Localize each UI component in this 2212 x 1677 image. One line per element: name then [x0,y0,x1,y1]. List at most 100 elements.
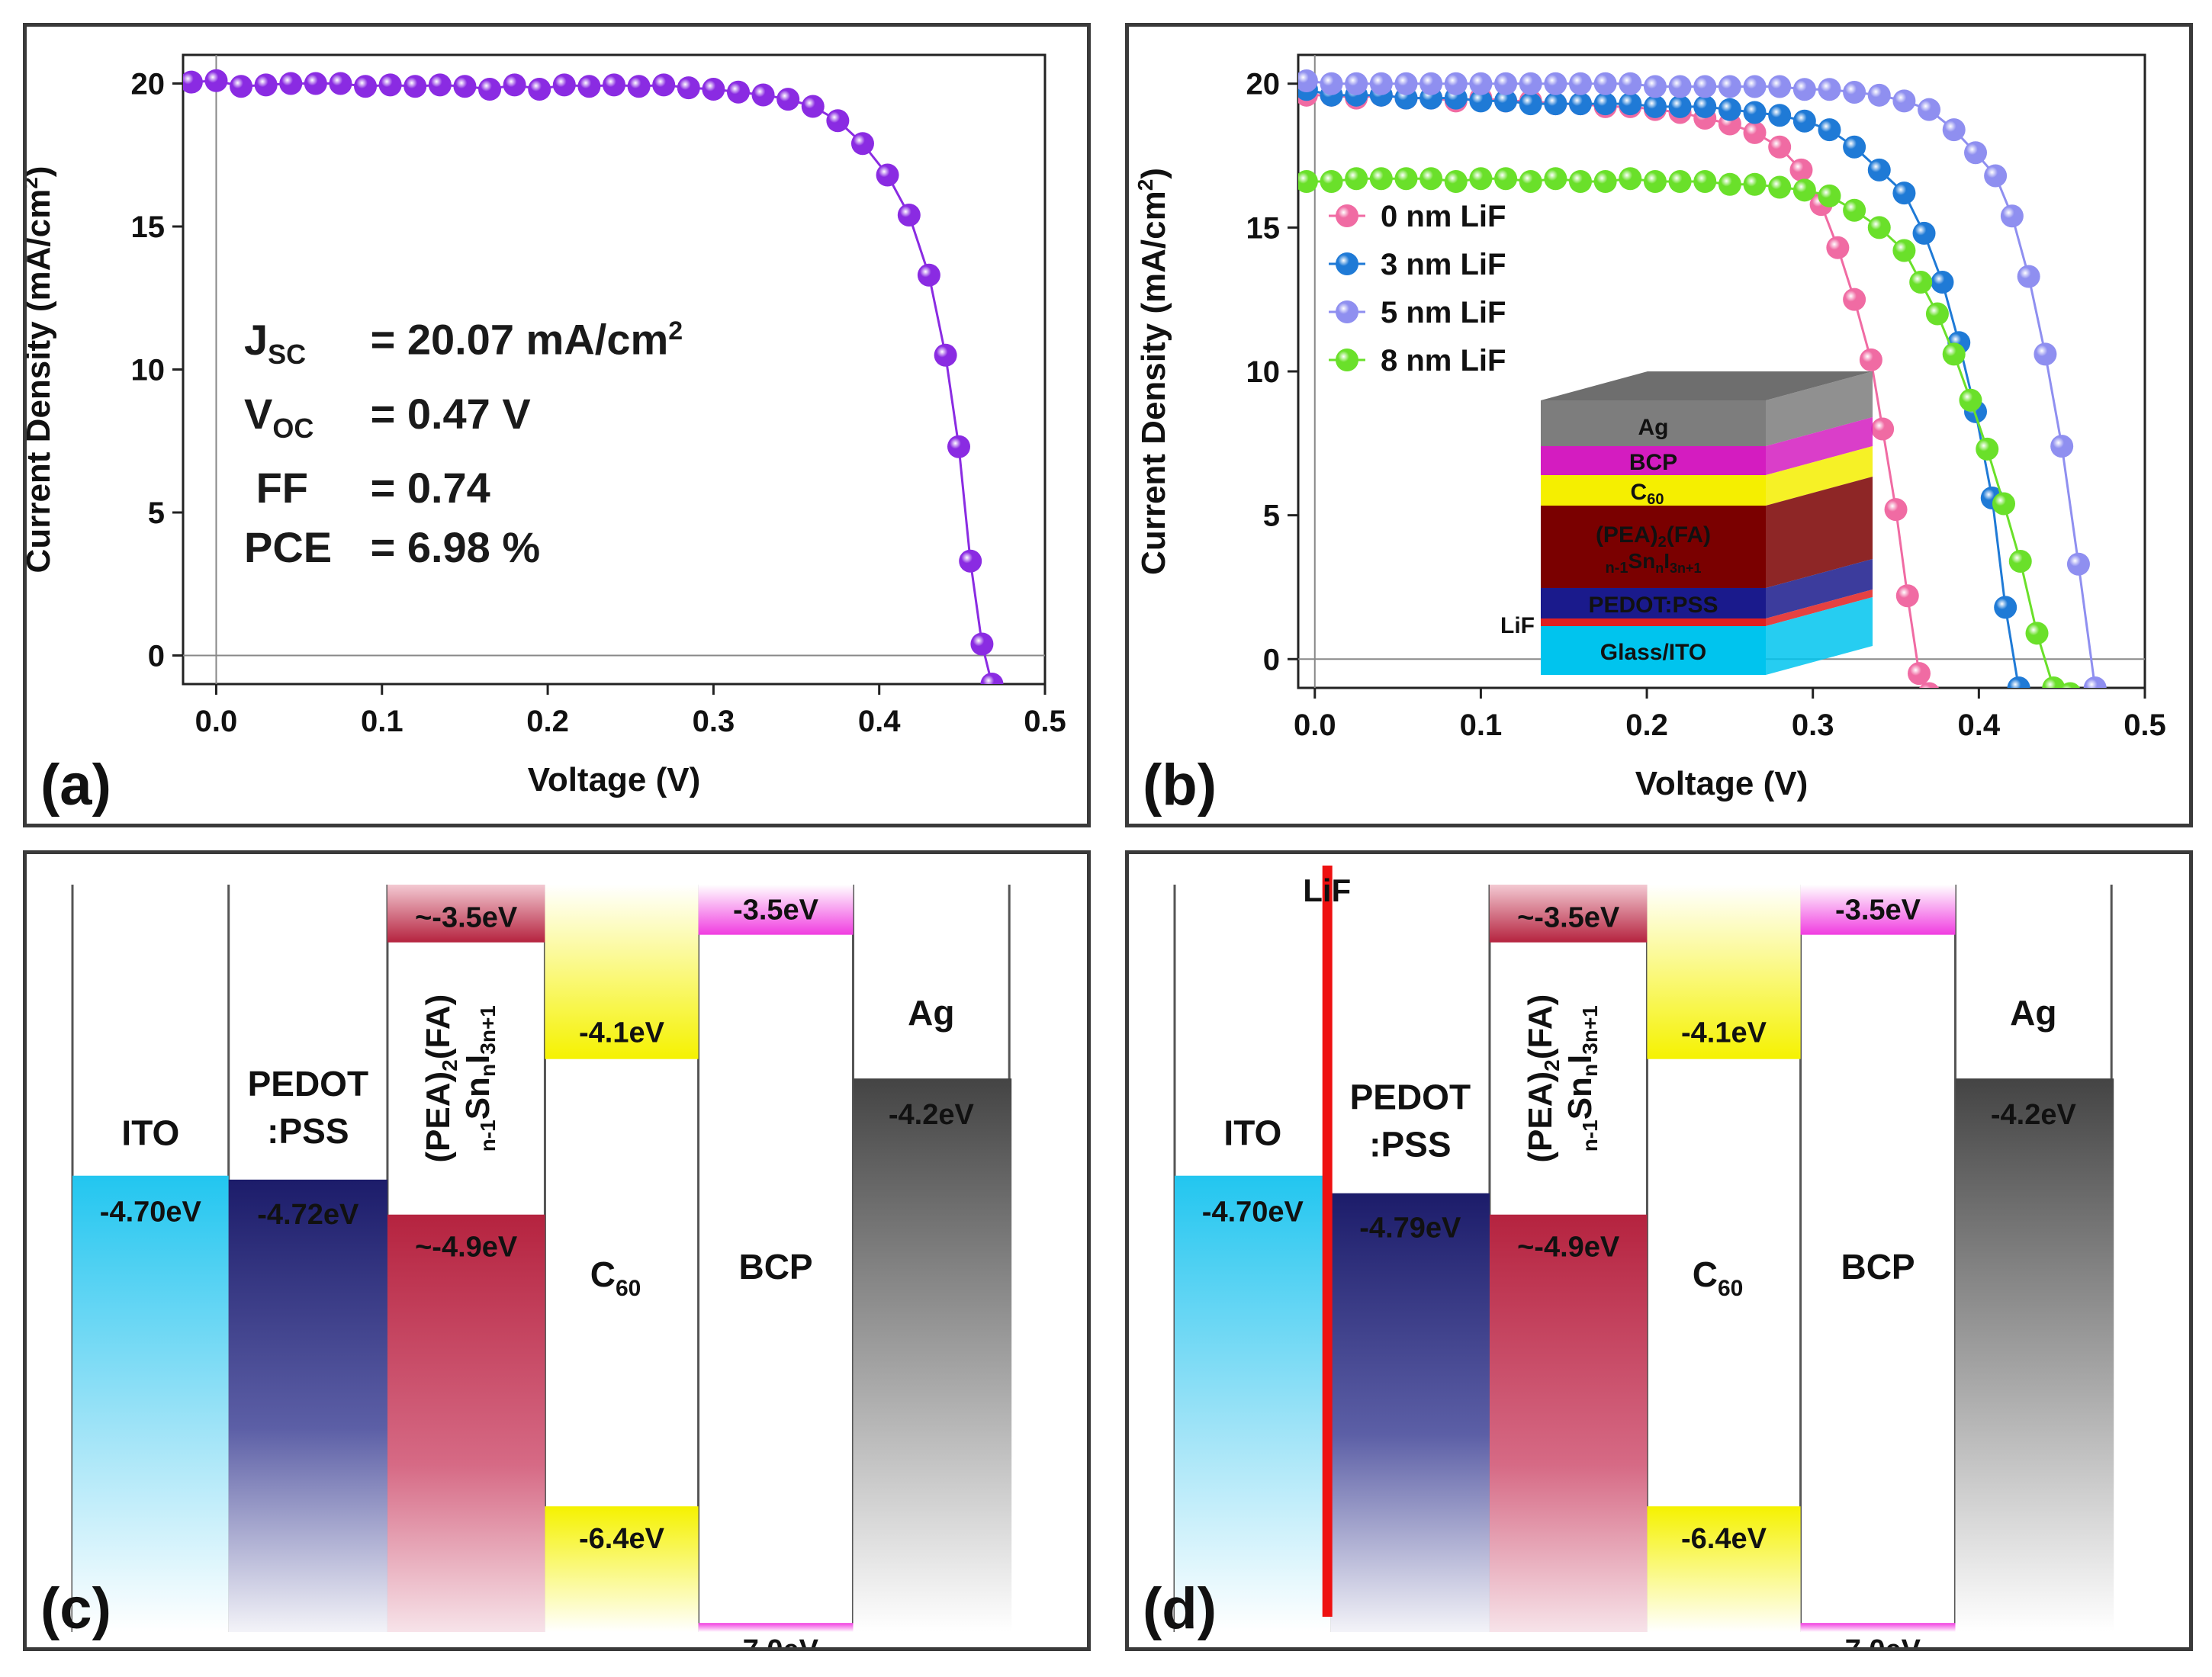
x-axis-label: Voltage (V) [1635,765,1809,802]
data-point [1519,72,1542,95]
label-lif: LiF [1303,872,1351,908]
data-point [1959,388,1982,412]
lif-layer-line [1322,866,1333,1617]
data-point [876,163,899,187]
metric-ff: FF = 0.74 [256,464,490,512]
label-ag: Ag [908,993,954,1033]
data-point [1619,72,1642,95]
data-point [751,83,775,107]
data-point [528,78,551,101]
value-bcp-bottom: -7.0eV [1835,1634,1921,1647]
panel-letter-c: (c) [40,1576,111,1641]
data-point [1444,72,1468,95]
data-point [453,75,477,98]
data-point [1931,271,1954,294]
data-point [1895,584,1919,608]
data-point [1619,167,1642,191]
data-point [1369,72,1393,95]
data-point [1693,95,1717,118]
inset-label-perovskite-1: (PEA)2(FA) [1596,522,1711,551]
band-perovskite-lumo [1489,885,1648,943]
data-point [2083,676,2107,688]
chart-b-svg: 0.0 0.1 0.2 0.3 0.4 0.5 0 5 10 15 20 Voltage (V) Cur… [1133,53,2166,802]
data-point [1668,95,1692,118]
data-point [1593,170,1617,193]
data-point [1912,221,1936,245]
label-perovskite-2: n-1SnnI3n+1 [459,1005,500,1152]
value-bcp-top: -3.5eV [733,895,819,927]
band-c60-lumo [545,885,699,1059]
band-ag [1955,1078,2114,1632]
data-point [1394,167,1418,191]
band-c60-homo [1647,1506,1801,1632]
x-tick-label: 0.3 [693,705,735,738]
data-point [1519,92,1542,116]
value-bcp-bottom: -7.0eV [733,1634,819,1647]
label-bcp: BCP [1841,1247,1915,1287]
band-ito [72,1175,229,1632]
value-perovskite-top: ~-3.5eV [415,902,518,934]
data-point [1768,75,1792,98]
chart-a-svg: 0.0 0.1 0.2 0.3 0.4 0.5 0 5 10 15 20 Voltage (V) Cur… [27,53,1066,798]
data-point [2042,676,2066,688]
panel-c-band-diagram: ITO -4.70eV PEDOT:PSS -4.72eV ~-3.5eV ~-4.9eV… [23,850,1091,1651]
data-point [627,75,651,98]
data-point [403,75,427,98]
data-point [801,95,825,118]
data-point [1743,75,1767,98]
value-pedot: -4.72eV [257,1199,359,1231]
value-perovskite-top: ~-3.5eV [1517,902,1620,934]
data-point [2050,435,2074,458]
x-axis-label: Voltage (V) [528,761,701,798]
data-point [1942,342,1966,366]
label-pedot-2: :PSS [267,1111,349,1151]
panel-b-jv-curves-lif: 0.0 0.1 0.2 0.3 0.4 0.5 0 5 10 15 20 Voltage (V) Cur… [1125,23,2193,827]
y-tick-label: 5 [148,496,165,530]
data-point [1859,348,1882,371]
data-point [1298,69,1318,92]
y-tick-label: 0 [1263,643,1280,676]
data-point [1843,288,1866,311]
layer-side-glass-ito [1766,597,1873,675]
data-point [1908,662,1931,686]
value-ag: -4.2eV [1991,1099,2077,1131]
panel-d-band-diagram-lif: ITO -4.70eV PEDOT:PSS -4.79eV ~-3.5eV ~-4.9eV… [1125,850,2193,1651]
y-tick-label: 10 [1246,355,1281,389]
value-pedot: -4.79eV [1359,1213,1461,1245]
series-5-nm-lif [1298,69,2107,688]
data-point [1934,699,1957,722]
data-point [1926,691,1949,714]
data-point [1668,75,1692,98]
label-perovskite: (PEA)2(FA) [420,994,461,1163]
y-tick-label: 10 [131,354,166,387]
data-point [1792,109,1816,133]
data-point [552,73,576,97]
data-point [1519,170,1542,193]
data-point [1843,198,1866,222]
data-point [1544,92,1567,116]
label-ito: ITO [121,1113,179,1153]
data-point [1643,170,1667,193]
label-perovskite-2: n-1SnnI3n+1 [1561,1005,1602,1152]
inset-label-perovskite-2: n-1SnnI3n+1 [1605,549,1701,577]
band-perovskite-lumo [387,885,545,943]
label-c60: C60 [1693,1255,1744,1301]
value-perovskite-bottom: ~-4.9eV [1517,1232,1620,1264]
data-point [1992,492,2015,516]
data-point [947,435,970,458]
data-point [1919,682,1940,688]
x-tick-label: 0.4 [1958,708,2001,742]
label-pedot-1: PEDOT [1350,1078,1471,1117]
y-axis-label: Current Density (mA/cm2) [27,166,57,573]
value-c60-top: -4.1eV [1681,1017,1767,1049]
band-pedot [1330,1193,1490,1632]
data-point [1469,72,1493,95]
legend-label: 5 nm LiF [1381,296,1506,329]
panel-letter-b: (b) [1143,753,1217,818]
x-tick-label: 0.1 [361,705,403,738]
value-ito: -4.70eV [100,1197,202,1229]
label-pedot-1: PEDOT [248,1064,368,1104]
data-point [2008,550,2032,573]
data-point [1444,170,1468,193]
series-3-nm-lif [1298,78,2030,688]
